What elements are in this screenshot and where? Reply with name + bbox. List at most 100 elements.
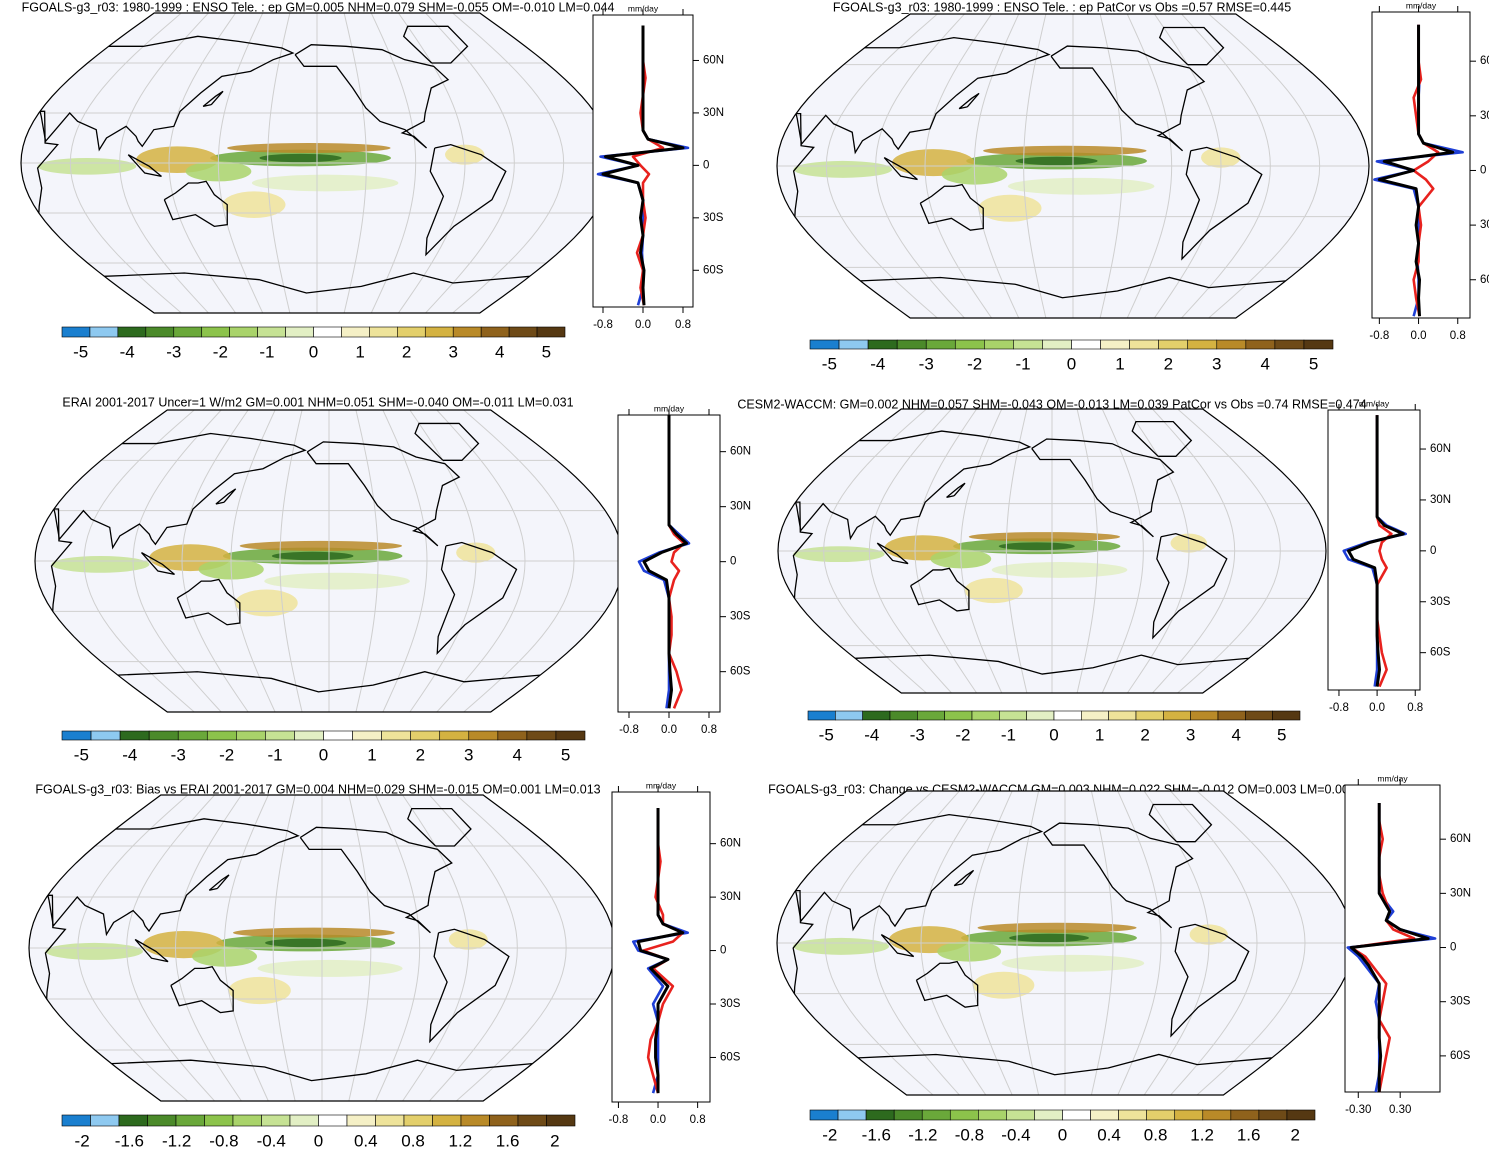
colorbar-label: 2: [402, 342, 411, 361]
coastline: [880, 933, 915, 958]
profile-line: [1377, 24, 1455, 317]
coastline: [915, 960, 979, 1008]
colorbar-label: 0.8: [401, 1131, 425, 1149]
panel: FGOALS-g3_r03: 1980-1999 : ENSO Tele. : …: [20, 0, 724, 361]
coastline: [953, 869, 975, 887]
y-tick-label: 0: [730, 556, 736, 568]
x-tick-label: -0.8: [593, 319, 613, 331]
anomaly-region: [45, 942, 143, 960]
profile-unit: mm/day: [628, 3, 659, 13]
anomaly-region: [1007, 177, 1155, 195]
colorbar-label: -3: [166, 342, 181, 361]
map-content: [777, 14, 1369, 318]
coastline: [414, 422, 480, 461]
profile-plot: mm/day -0.30 0.30 60N 30N 0 30S 60S: [1344, 773, 1471, 1116]
y-tick-label: 60S: [1480, 274, 1489, 286]
coastline: [792, 112, 815, 217]
profile-plot: mm/day -0.8 0.0 0.8 60N 30N 0 30S 60S: [609, 780, 742, 1126]
colorbar-box: [1245, 710, 1273, 721]
colorbar-label: 1.2: [449, 1131, 473, 1149]
colorbar-label: 2: [550, 1131, 559, 1149]
coastline: [860, 276, 1286, 299]
colorbar-box: [1230, 1109, 1260, 1121]
anomaly-region: [973, 971, 1035, 999]
y-tick-label: 30S: [720, 998, 741, 1010]
map-content: [21, 13, 613, 313]
colorbar-box: [1272, 710, 1301, 721]
coastline: [202, 90, 224, 107]
colorbar-box: [837, 1109, 867, 1121]
anomaly-region: [991, 562, 1128, 578]
panel: FGOALS-g3_r03: Change vs CESM2-WACCM GM=…: [768, 773, 1471, 1144]
colorbar-box: [971, 710, 1000, 721]
y-tick-label: 60S: [720, 1051, 741, 1063]
anomaly-region: [978, 194, 1042, 222]
colorbar-box: [862, 710, 891, 721]
map-content: [35, 410, 623, 712]
colorbar-box: [206, 730, 237, 741]
colorbar-box: [424, 326, 454, 338]
profile-line: [642, 415, 688, 709]
colorbar-label: -0.8: [955, 1125, 984, 1144]
colorbar-box: [508, 326, 538, 338]
colorbar-label: -1.6: [862, 1125, 891, 1144]
colorbar-box: [807, 710, 836, 721]
profile-unit: mm/day: [1359, 398, 1390, 408]
colorbar-box: [489, 1114, 519, 1127]
anomaly-region: [251, 174, 399, 192]
coastline: [163, 180, 228, 228]
coastline: [170, 965, 234, 1014]
anomaly-region: [222, 191, 286, 219]
panel-title: FGOALS-g3_r03: 1980-1999 : ENSO Tele. : …: [833, 0, 1291, 14]
profile-unit: mm/day: [646, 780, 677, 790]
colorbar-box: [893, 1109, 923, 1121]
colorbar-box: [1129, 339, 1159, 350]
colorbar-box: [89, 326, 119, 338]
profile-line: [1349, 803, 1430, 1092]
coastline: [794, 430, 1032, 541]
colorbar-label: 1.6: [496, 1131, 520, 1149]
colorbar-box: [896, 339, 927, 350]
colorbar-box: [867, 339, 898, 350]
colorbar-box: [1163, 710, 1191, 721]
colorbar-label: 1.6: [1237, 1125, 1261, 1144]
colorbar-label: 1: [355, 342, 364, 361]
colorbar-box: [1135, 710, 1164, 721]
colorbar-label: -1.2: [908, 1125, 937, 1144]
colorbar-label: 0: [314, 1131, 323, 1149]
anomaly-region: [1015, 156, 1098, 166]
colorbar-box: [460, 1114, 490, 1127]
y-tick-label: 30S: [1480, 219, 1489, 231]
colorbar-label: 5: [1277, 725, 1286, 744]
colorbar-box: [61, 730, 92, 741]
map-content: [777, 791, 1353, 1095]
coastline: [208, 874, 230, 891]
colorbar-label: 2: [1290, 1125, 1299, 1144]
anomaly-region: [998, 542, 1075, 551]
colorbar-box: [257, 326, 286, 338]
coastline: [436, 541, 518, 655]
anomaly-region: [1009, 933, 1089, 943]
coastline: [425, 143, 507, 257]
colorbar-box: [265, 730, 295, 741]
colorbar-label: 2: [1164, 354, 1173, 373]
colorbar-box: [397, 326, 426, 338]
y-tick-label: 30S: [730, 611, 751, 623]
coastline: [134, 938, 169, 963]
colorbar-label: 0.4: [1097, 1125, 1121, 1144]
colorbar-label: -0.8: [209, 1131, 238, 1149]
anomaly-region: [37, 158, 137, 175]
colorbar-box: [117, 326, 147, 338]
colorbar-box: [835, 710, 863, 721]
colorbar-box: [1274, 339, 1305, 350]
colorbar-box: [90, 730, 121, 741]
colorbar-label: 3: [448, 342, 457, 361]
x-tick-label: 0.0: [635, 319, 651, 331]
colorbar-label: -0.4: [257, 1131, 286, 1149]
colorbar-label: -1.2: [162, 1131, 191, 1149]
anomaly-region: [271, 551, 354, 561]
map-border: [776, 790, 1354, 1096]
colorbar-label: -2: [75, 1131, 90, 1149]
colorbar-box: [119, 730, 150, 741]
colorbar-label: -1: [259, 342, 274, 361]
